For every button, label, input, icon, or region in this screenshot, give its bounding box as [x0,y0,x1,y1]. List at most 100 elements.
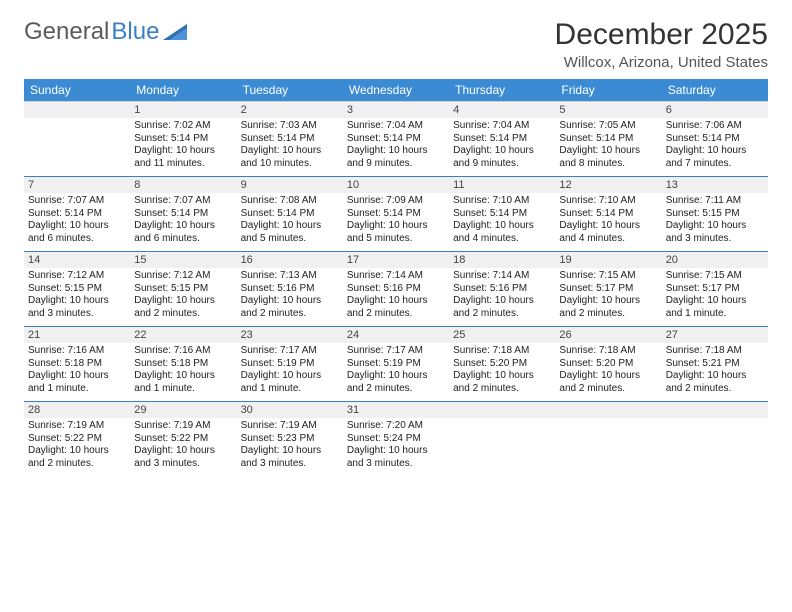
day-cell: 12Sunrise: 7:10 AMSunset: 5:14 PMDayligh… [555,177,661,252]
day-line: and 5 minutes. [241,233,339,246]
day-line: Daylight: 10 hours [28,220,126,233]
day-line: Daylight: 10 hours [347,220,445,233]
day-line: Daylight: 10 hours [241,220,339,233]
day-line: Daylight: 10 hours [134,295,232,308]
week-row: 21Sunrise: 7:16 AMSunset: 5:18 PMDayligh… [24,327,768,402]
day-line: Sunset: 5:14 PM [559,133,657,146]
day-line: Sunset: 5:21 PM [666,358,764,371]
day-number: 12 [555,177,661,193]
day-line: and 3 minutes. [28,308,126,321]
day-line: Sunset: 5:17 PM [666,283,764,296]
day-line: and 2 minutes. [666,383,764,396]
header: GeneralBlue December 2025 Willcox, Arizo… [24,18,768,71]
day-line: Sunrise: 7:04 AM [453,120,551,133]
day-line: Sunrise: 7:10 AM [559,195,657,208]
day-line: and 9 minutes. [453,158,551,171]
day-number: 23 [237,327,343,343]
day-cell: 21Sunrise: 7:16 AMSunset: 5:18 PMDayligh… [24,327,130,402]
day-line: Daylight: 10 hours [241,370,339,383]
day-number: 10 [343,177,449,193]
day-line: and 6 minutes. [28,233,126,246]
day-number: 29 [130,402,236,418]
day-content [555,418,661,474]
logo-word2: Blue [111,18,159,46]
week-row: 1Sunrise: 7:02 AMSunset: 5:14 PMDaylight… [24,102,768,177]
day-line: Sunset: 5:18 PM [134,358,232,371]
day-line: and 2 minutes. [453,308,551,321]
day-line: Sunrise: 7:09 AM [347,195,445,208]
day-content: Sunrise: 7:07 AMSunset: 5:14 PMDaylight:… [24,193,130,251]
day-line: and 2 minutes. [453,383,551,396]
day-number: 19 [555,252,661,268]
day-line: and 1 minute. [28,383,126,396]
day-cell: 30Sunrise: 7:19 AMSunset: 5:23 PMDayligh… [237,402,343,477]
day-content: Sunrise: 7:17 AMSunset: 5:19 PMDaylight:… [237,343,343,401]
day-line: Sunset: 5:22 PM [28,433,126,446]
day-cell: 11Sunrise: 7:10 AMSunset: 5:14 PMDayligh… [449,177,555,252]
day-line: and 8 minutes. [559,158,657,171]
day-line: Daylight: 10 hours [134,370,232,383]
day-line: Daylight: 10 hours [453,370,551,383]
day-number: 31 [343,402,449,418]
day-cell: 9Sunrise: 7:08 AMSunset: 5:14 PMDaylight… [237,177,343,252]
day-cell: 31Sunrise: 7:20 AMSunset: 5:24 PMDayligh… [343,402,449,477]
day-line: Sunrise: 7:15 AM [666,270,764,283]
day-content: Sunrise: 7:10 AMSunset: 5:14 PMDaylight:… [555,193,661,251]
day-line: and 2 minutes. [347,383,445,396]
day-content: Sunrise: 7:19 AMSunset: 5:22 PMDaylight:… [130,418,236,476]
day-number: 14 [24,252,130,268]
day-line: and 2 minutes. [28,458,126,471]
day-content: Sunrise: 7:14 AMSunset: 5:16 PMDaylight:… [449,268,555,326]
day-cell: 25Sunrise: 7:18 AMSunset: 5:20 PMDayligh… [449,327,555,402]
day-number: 7 [24,177,130,193]
day-line: Sunrise: 7:17 AM [241,345,339,358]
day-number: 5 [555,102,661,118]
day-cell: 5Sunrise: 7:05 AMSunset: 5:14 PMDaylight… [555,102,661,177]
day-line: Sunset: 5:14 PM [134,208,232,221]
day-line: Sunrise: 7:19 AM [134,420,232,433]
day-line: Sunrise: 7:19 AM [241,420,339,433]
day-content: Sunrise: 7:17 AMSunset: 5:19 PMDaylight:… [343,343,449,401]
day-line: and 1 minute. [134,383,232,396]
day-line: Daylight: 10 hours [666,370,764,383]
day-number: 11 [449,177,555,193]
day-line: Sunrise: 7:18 AM [453,345,551,358]
day-line: Daylight: 10 hours [453,295,551,308]
calendar-table: Sunday Monday Tuesday Wednesday Thursday… [24,79,768,476]
day-cell: 26Sunrise: 7:18 AMSunset: 5:20 PMDayligh… [555,327,661,402]
day-number: 8 [130,177,236,193]
day-number: 13 [662,177,768,193]
day-content: Sunrise: 7:07 AMSunset: 5:14 PMDaylight:… [130,193,236,251]
day-line: Sunrise: 7:18 AM [559,345,657,358]
day-line: Sunrise: 7:06 AM [666,120,764,133]
day-number: 28 [24,402,130,418]
day-number: 1 [130,102,236,118]
day-line: and 5 minutes. [347,233,445,246]
day-line: Sunrise: 7:05 AM [559,120,657,133]
day-number: 27 [662,327,768,343]
day-cell: 22Sunrise: 7:16 AMSunset: 5:18 PMDayligh… [130,327,236,402]
day-number: 3 [343,102,449,118]
day-line: Sunrise: 7:18 AM [666,345,764,358]
day-line: Daylight: 10 hours [666,295,764,308]
day-number [449,402,555,418]
dayhead-sun: Sunday [24,79,130,102]
dayhead-thu: Thursday [449,79,555,102]
day-content: Sunrise: 7:16 AMSunset: 5:18 PMDaylight:… [24,343,130,401]
day-content: Sunrise: 7:02 AMSunset: 5:14 PMDaylight:… [130,118,236,176]
day-cell [555,402,661,477]
day-line: Daylight: 10 hours [347,445,445,458]
day-line: Sunrise: 7:20 AM [347,420,445,433]
day-line: Sunset: 5:14 PM [453,208,551,221]
day-cell: 27 Sunrise: 7:18 AMSunset: 5:21 PMDayligh… [662,327,768,402]
day-content: Sunrise: 7:12 AMSunset: 5:15 PMDaylight:… [24,268,130,326]
day-number [24,102,130,118]
day-line: and 10 minutes. [241,158,339,171]
day-line: Daylight: 10 hours [347,370,445,383]
dayhead-fri: Friday [555,79,661,102]
day-line: Daylight: 10 hours [559,370,657,383]
day-line: Sunrise: 7:11 AM [666,195,764,208]
day-content: Sunrise: 7:03 AMSunset: 5:14 PMDaylight:… [237,118,343,176]
day-number: 22 [130,327,236,343]
day-number: 4 [449,102,555,118]
